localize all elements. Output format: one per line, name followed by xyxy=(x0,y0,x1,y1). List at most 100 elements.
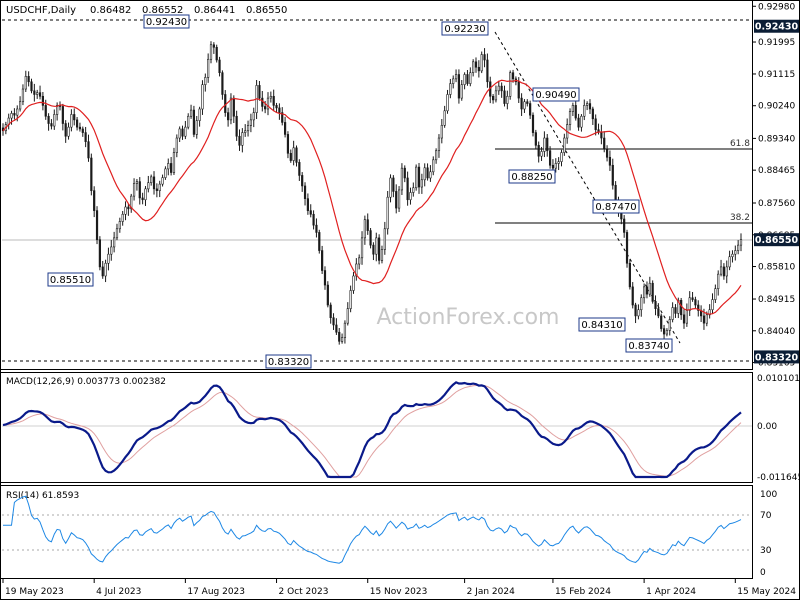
fib-618-label: 61.8 xyxy=(730,139,750,149)
annotation-090490: 0.90490 xyxy=(535,90,576,101)
candle xyxy=(466,70,469,86)
candle xyxy=(115,223,119,241)
candle xyxy=(281,107,284,126)
candle xyxy=(628,259,631,290)
candle xyxy=(523,99,526,113)
candle xyxy=(586,101,589,111)
candle xyxy=(266,92,270,116)
price-tick-label: 0.84915 xyxy=(758,295,795,305)
candle xyxy=(244,124,247,137)
fib-382-label: 38.2 xyxy=(730,213,750,223)
price-tick-label: 0.85810 xyxy=(758,263,795,273)
candle xyxy=(87,134,90,162)
rsi-panel-border xyxy=(0,485,753,579)
candle xyxy=(529,100,532,120)
candle xyxy=(301,172,304,192)
candle xyxy=(731,250,734,263)
ohlc-open: 0.86482 xyxy=(90,5,131,16)
candle xyxy=(321,245,324,274)
candle xyxy=(554,158,557,173)
price-tick-label: 0.84040 xyxy=(758,327,795,337)
candle xyxy=(546,134,549,157)
candle xyxy=(113,231,116,253)
candle xyxy=(147,175,150,193)
candle xyxy=(275,102,278,112)
candle xyxy=(697,300,700,317)
candle xyxy=(252,107,255,128)
candle xyxy=(728,250,731,271)
candle xyxy=(33,83,36,102)
candle xyxy=(323,266,327,290)
candle xyxy=(41,91,44,111)
candle xyxy=(124,201,127,221)
candle xyxy=(668,316,671,336)
date-tick-label: 15 Feb 2024 xyxy=(555,587,611,597)
date-tick-label: 1 Apr 2024 xyxy=(646,587,696,597)
candle xyxy=(737,240,740,255)
candle xyxy=(309,204,312,218)
candle xyxy=(209,41,213,64)
candle xyxy=(170,156,173,176)
candle xyxy=(21,84,25,106)
candle xyxy=(645,281,649,299)
candle xyxy=(469,67,472,87)
candle xyxy=(70,109,73,132)
candle xyxy=(591,106,594,125)
candle xyxy=(477,60,480,78)
candle xyxy=(144,186,147,206)
macd-tick-bottom: -0.011645 xyxy=(757,473,800,483)
candle xyxy=(369,227,372,249)
candle xyxy=(483,48,486,68)
candle xyxy=(30,78,33,94)
candle xyxy=(637,304,640,320)
candle xyxy=(714,284,717,304)
price-badge: 0.92430 xyxy=(754,19,799,33)
candle xyxy=(326,281,329,308)
date-tick-label: 15 Nov 2023 xyxy=(370,587,428,597)
candle xyxy=(164,166,167,180)
macd-label: MACD(12,26,9) 0.003773 0.002382 xyxy=(6,377,166,387)
moving-average-line xyxy=(2,79,742,315)
candle xyxy=(389,174,392,203)
candle xyxy=(583,99,586,121)
candle xyxy=(332,313,335,330)
candle xyxy=(671,302,674,323)
annotation-092230: 0.92230 xyxy=(444,24,485,35)
candle xyxy=(38,85,42,100)
candle xyxy=(643,283,646,304)
candle xyxy=(289,149,292,163)
candle xyxy=(674,304,677,318)
candle xyxy=(682,309,686,329)
candle xyxy=(56,102,59,121)
watermark: ActionForex.com xyxy=(377,305,560,330)
candle xyxy=(651,280,654,304)
annotation-083320: 0.83320 xyxy=(268,357,309,368)
candle xyxy=(155,183,158,198)
macd-signal-line xyxy=(2,385,742,478)
candle xyxy=(24,70,27,93)
candle xyxy=(187,113,190,130)
candle xyxy=(303,182,307,206)
candle xyxy=(241,128,244,153)
candle xyxy=(537,141,540,163)
candle xyxy=(286,131,290,159)
candle xyxy=(500,82,503,98)
candle xyxy=(494,85,498,103)
rsi-tick-100: 100 xyxy=(760,490,777,500)
date-tick-label: 2 Oct 2023 xyxy=(279,587,329,597)
candle xyxy=(93,186,96,218)
candle xyxy=(121,210,124,226)
candle xyxy=(101,260,104,279)
candle xyxy=(486,53,489,88)
candle xyxy=(588,99,592,114)
candle xyxy=(95,206,99,245)
candle xyxy=(497,80,500,95)
candle xyxy=(634,302,637,324)
candle xyxy=(625,229,629,268)
candle xyxy=(691,291,694,302)
candle xyxy=(335,318,338,335)
candle xyxy=(135,178,139,191)
price-tick-label: 0.91115 xyxy=(758,70,795,80)
candle xyxy=(81,126,84,137)
candle xyxy=(492,94,495,104)
